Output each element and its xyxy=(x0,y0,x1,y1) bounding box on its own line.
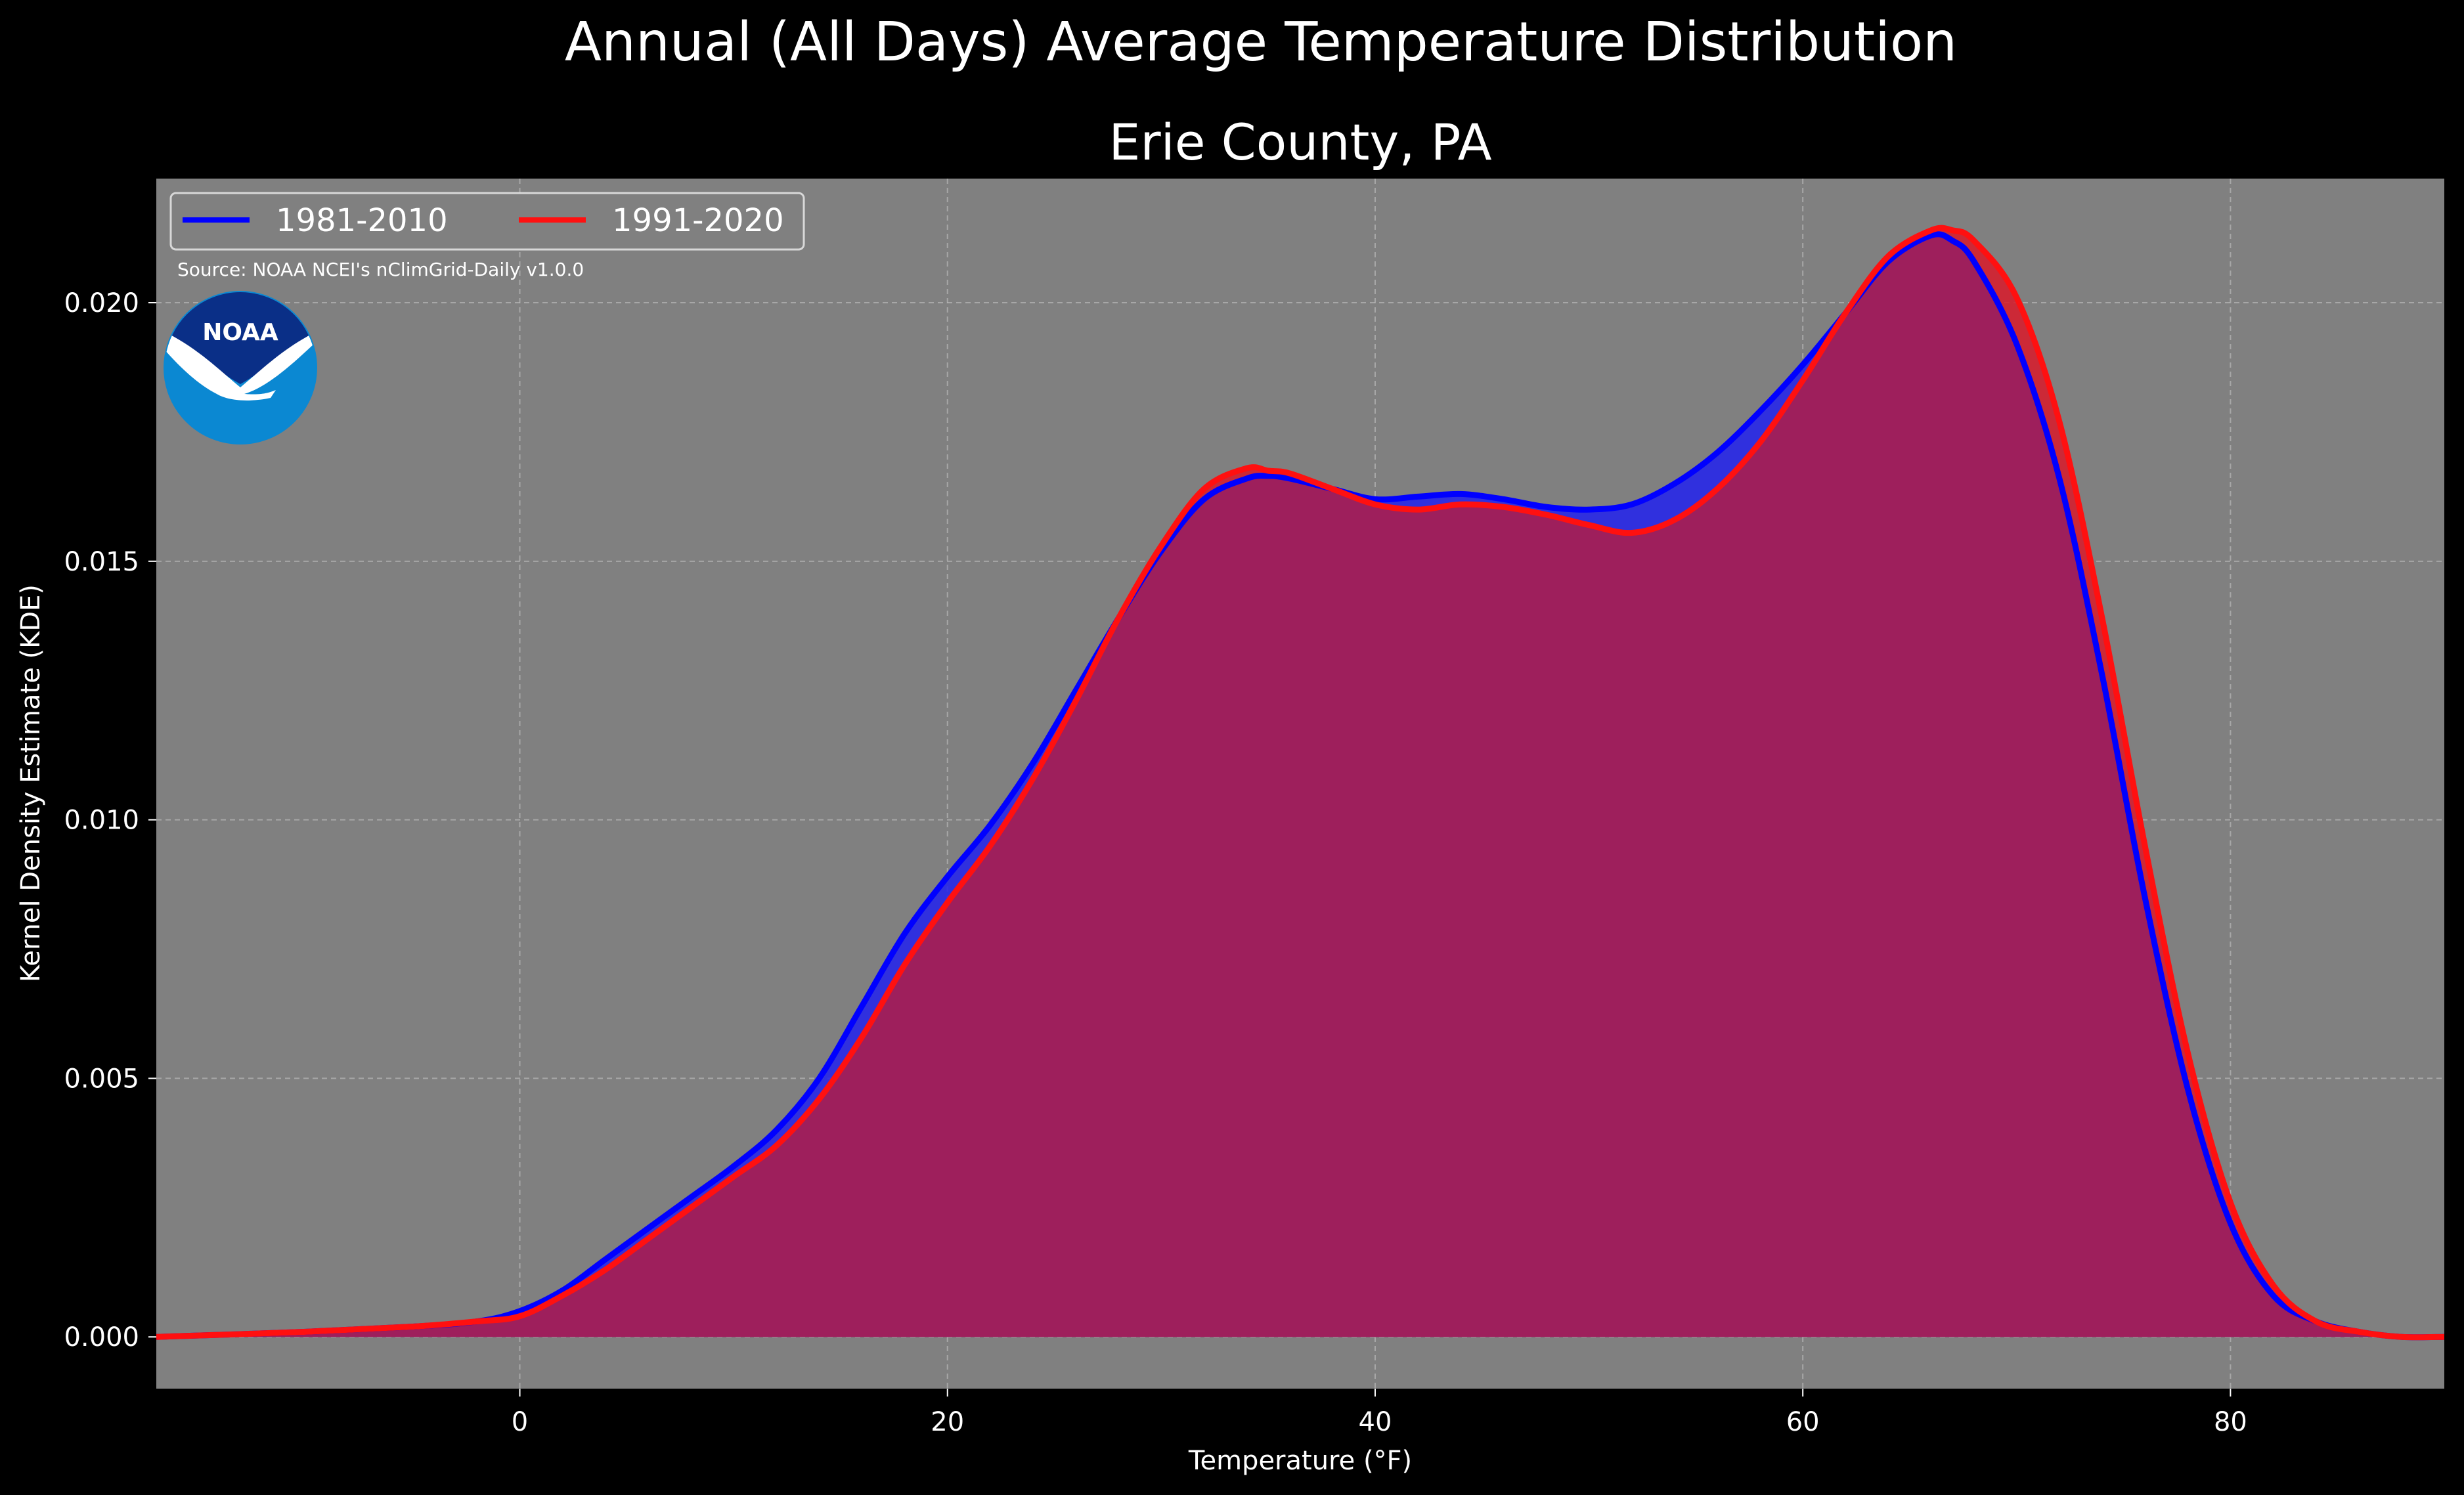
legend-box xyxy=(169,192,805,251)
x-tick-label: 0 xyxy=(512,1407,528,1437)
x-tick-label: 60 xyxy=(1786,1407,1820,1437)
x-tick-label: 20 xyxy=(931,1407,964,1437)
area-overlap xyxy=(156,234,2444,1337)
legend: 1981-2010 1991-2020 xyxy=(169,192,805,251)
y-tick-label: 0.005 xyxy=(64,1064,139,1094)
density-lines xyxy=(156,225,2444,1341)
density-areas xyxy=(156,228,2444,1337)
x-tick-label: 80 xyxy=(2214,1407,2247,1437)
x-axis: 0 20 40 60 80 xyxy=(512,1389,2247,1437)
chart-subtitle: Erie County, PA xyxy=(1109,113,1491,171)
legend-label-1981-2010: 1981-2010 xyxy=(276,202,448,239)
y-axis: 0.000 0.005 0.010 0.015 0.020 xyxy=(64,288,156,1353)
y-axis-label: Kernel Density Estimate (KDE) xyxy=(16,584,46,982)
chart-title: Annual (All Days) Average Temperature Di… xyxy=(565,11,1957,74)
x-axis-label: Temperature (°F) xyxy=(1188,1446,1412,1476)
noaa-bird-icon xyxy=(164,332,317,401)
line-1991-2020 xyxy=(156,225,2444,1341)
noaa-logo: NOAA xyxy=(164,291,317,444)
legend-label-1991-2020: 1991-2020 xyxy=(612,202,784,239)
y-tick-label: 0.010 xyxy=(64,806,139,836)
y-tick-label: 0.000 xyxy=(64,1322,139,1353)
y-tick-label: 0.020 xyxy=(64,288,139,318)
line-1981-2010 xyxy=(156,231,2444,1341)
y-tick-label: 0.015 xyxy=(64,547,139,577)
x-tick-label: 40 xyxy=(1359,1407,1392,1437)
source-annotation: Source: NOAA NCEI's nClimGrid-Daily v1.0… xyxy=(177,259,584,280)
noaa-logo-text: NOAA xyxy=(202,319,278,346)
